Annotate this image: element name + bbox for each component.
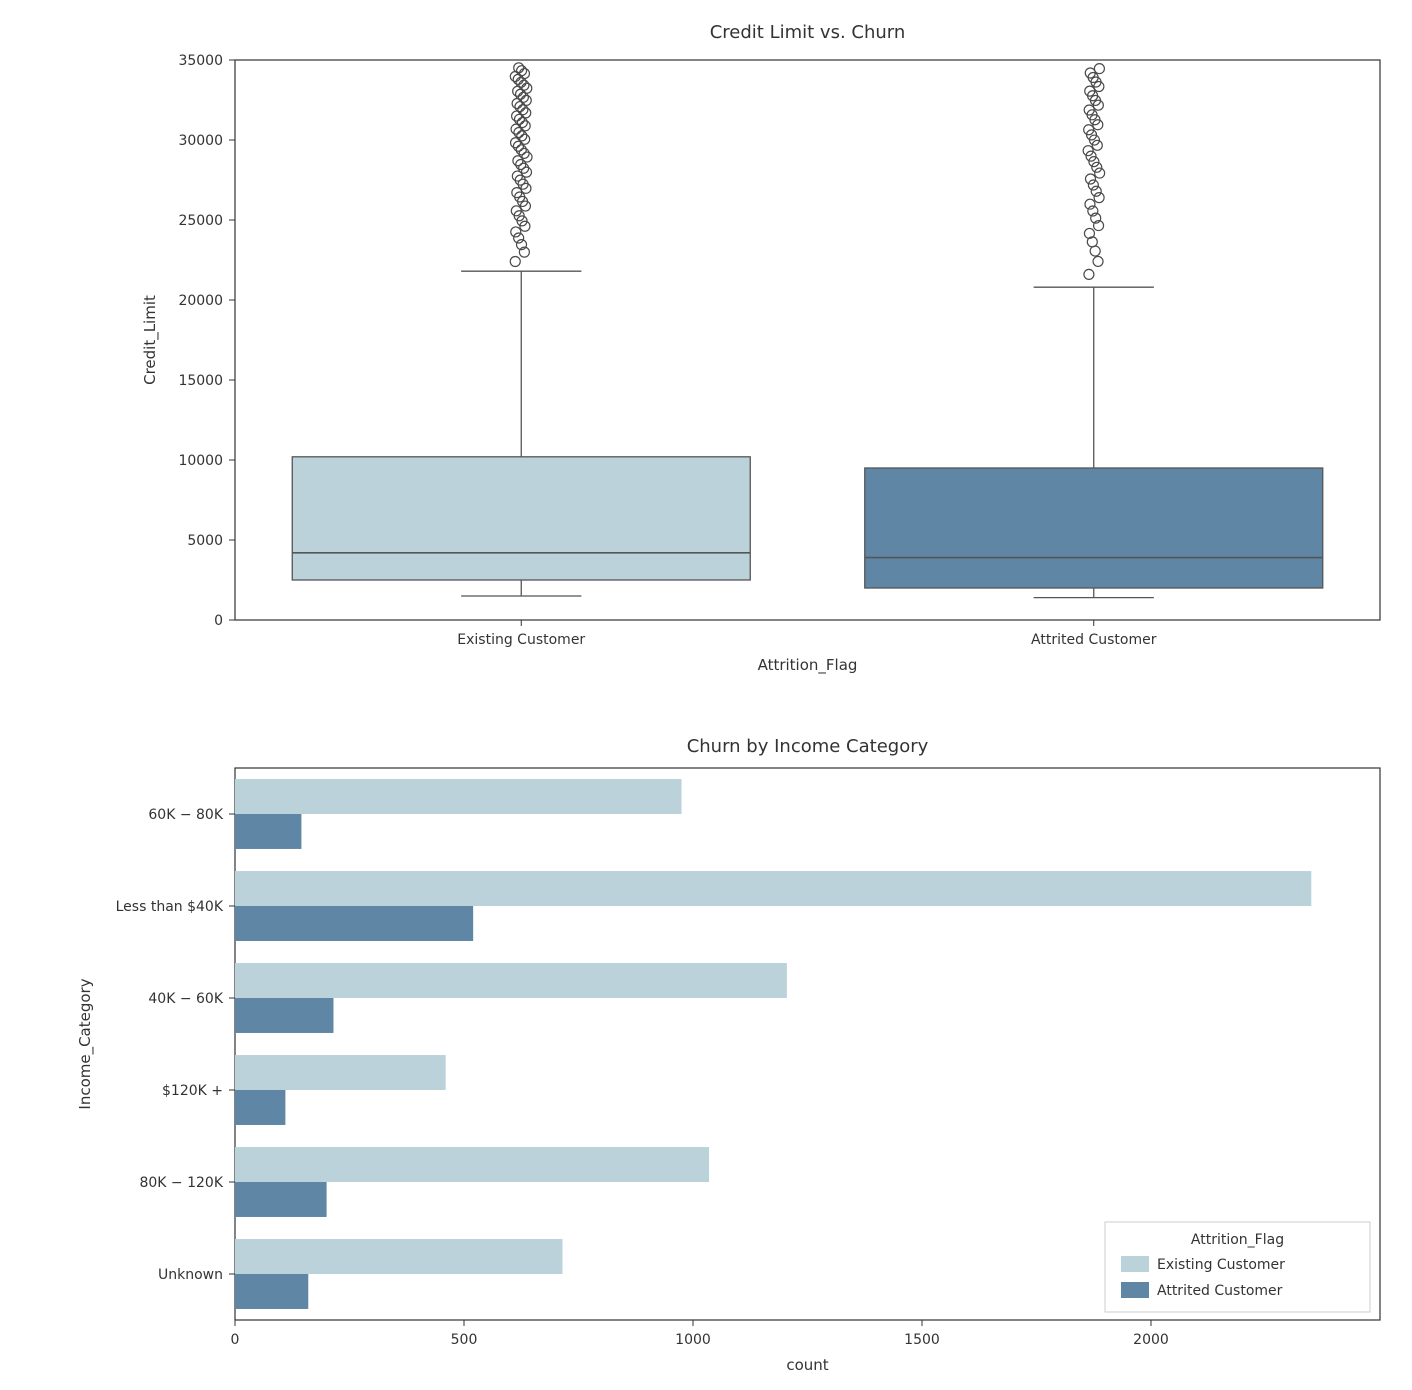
svg-text:Churn by Income Category: Churn by Income Category	[687, 736, 929, 757]
svg-text:80K − 120K: 80K − 120K	[139, 1175, 223, 1191]
svg-text:30000: 30000	[178, 133, 223, 149]
svg-text:40K − 60K: 40K − 60K	[148, 991, 223, 1007]
svg-text:10000: 10000	[178, 453, 223, 469]
svg-text:60K − 80K: 60K − 80K	[148, 807, 223, 823]
svg-text:Attrited Customer: Attrited Customer	[1031, 632, 1157, 648]
svg-text:$120K +: $120K +	[162, 1083, 223, 1099]
svg-text:15000: 15000	[178, 373, 223, 389]
svg-text:20000: 20000	[178, 293, 223, 309]
svg-text:0: 0	[214, 613, 223, 629]
svg-text:Attrition_Flag: Attrition_Flag	[1191, 1232, 1284, 1248]
svg-text:0: 0	[231, 1332, 240, 1348]
svg-text:Income_Category: Income_Category	[76, 978, 95, 1109]
svg-text:Existing Customer: Existing Customer	[1157, 1257, 1285, 1273]
boxplot-chart: 0 5000 10000 15000 20000 25000 30000 35000 Exist…	[0, 0, 1412, 720]
svg-text:5000: 5000	[187, 533, 223, 549]
barchart-chart: 0 500 1000 1500 2000 60K − 80K Less than $40K 4…	[0, 720, 1412, 1390]
svg-text:Existing Customer: Existing Customer	[457, 632, 585, 648]
svg-text:Credit Limit vs. Churn: Credit Limit vs. Churn	[710, 22, 906, 43]
svg-text:Credit_Limit: Credit_Limit	[141, 295, 160, 385]
svg-text:35000: 35000	[178, 53, 223, 69]
svg-text:1000: 1000	[675, 1332, 711, 1348]
svg-text:Attrited Customer: Attrited Customer	[1157, 1283, 1283, 1299]
svg-text:1500: 1500	[904, 1332, 940, 1348]
svg-text:Unknown: Unknown	[158, 1267, 223, 1283]
svg-text:count: count	[786, 1356, 828, 1374]
svg-text:Less than $40K: Less than $40K	[116, 899, 224, 915]
svg-text:500: 500	[451, 1332, 478, 1348]
svg-text:2000: 2000	[1133, 1332, 1169, 1348]
svg-text:25000: 25000	[178, 213, 223, 229]
svg-text:Attrition_Flag: Attrition_Flag	[758, 656, 858, 675]
